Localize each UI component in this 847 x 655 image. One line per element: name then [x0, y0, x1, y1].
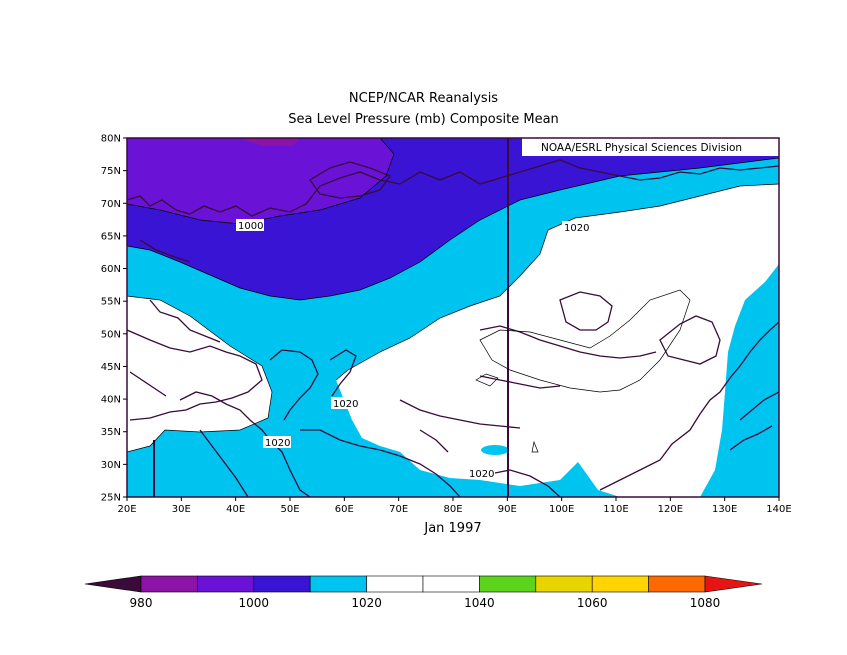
contour-label: 1020 [265, 438, 290, 449]
colorbar-label: 980 [130, 596, 153, 610]
lon-tick-label: 30E [172, 504, 191, 515]
lon-tick-label: 70E [389, 504, 408, 515]
lat-tick-label: 50N [101, 329, 121, 340]
colorbar-segment [648, 575, 706, 593]
colorbar-segment [479, 575, 537, 593]
contour-label: 1020 [564, 223, 589, 234]
low-pocket [481, 445, 509, 455]
colorbar-label: 1000 [239, 596, 270, 610]
lat-tick-label: 35N [101, 427, 121, 438]
contour-label: 1020 [333, 399, 358, 410]
lat-tick-label: 75N [101, 166, 121, 177]
colorbar-segment [197, 575, 255, 593]
lon-axis: 20E 30E 40E 50E 60E 70E 80E 90E 100E 110E 120E 130E… [117, 497, 792, 515]
contour-labels: 1000 1020 1020 1020 1020 [236, 219, 590, 480]
colorbar-segment [309, 575, 367, 593]
contour-label: 1020 [469, 469, 494, 480]
colorbar-segment [591, 575, 649, 593]
lon-tick-label: 20E [117, 504, 136, 515]
lon-tick-label: 130E [712, 504, 737, 515]
band-990-1000 [127, 138, 394, 224]
colorbar-arrow-high [704, 575, 763, 593]
coastlines [127, 159, 779, 497]
lat-tick-label: 55N [101, 297, 121, 308]
colorbar-label: 1040 [464, 596, 495, 610]
band-1020-high-west [127, 296, 272, 452]
lat-tick-label: 70N [101, 199, 121, 210]
colorbar-segment [535, 575, 593, 593]
map-subtitle: Sea Level Pressure (mb) Composite Mean [288, 112, 559, 127]
lat-tick-label: 80N [101, 134, 121, 145]
lon-tick-label: 90E [498, 504, 517, 515]
lat-tick-label: 25N [101, 493, 121, 504]
lon-tick-label: 110E [603, 504, 628, 515]
lat-axis: 80N 75N 70N 65N 60N 55N 50N 45N 40N 35N 30N 25N [101, 134, 127, 504]
lat-tick-label: 45N [101, 362, 121, 373]
colorbar-label: 1060 [577, 596, 608, 610]
colorbar-segment [253, 575, 311, 593]
lon-tick-label: 50E [280, 504, 299, 515]
band-980-990 [240, 138, 300, 146]
lon-tick-label: 60E [335, 504, 354, 515]
credit-text: NOAA/ESRL Physical Sciences Division [541, 142, 742, 154]
lon-tick-label: 40E [226, 504, 245, 515]
colorbar-label: 1080 [690, 596, 721, 610]
lat-tick-label: 65N [101, 231, 121, 242]
date-label: Jan 1997 [424, 521, 482, 536]
contour-label: 1000 [238, 221, 263, 232]
band-1020-high-asia [336, 184, 779, 497]
map-title: NCEP/NCAR Reanalysis [348, 91, 499, 106]
lat-tick-label: 60N [101, 264, 121, 275]
contour-lines [127, 138, 779, 453]
colorbar-segment [140, 575, 198, 593]
colorbar: 980 1000 1020 1040 1060 1080 [84, 575, 763, 610]
lat-tick-label: 40N [101, 395, 121, 406]
colorbar-label: 1020 [351, 596, 382, 610]
lat-tick-label: 30N [101, 460, 121, 471]
lon-tick-label: 80E [443, 504, 462, 515]
lon-tick-label: 100E [549, 504, 574, 515]
colorbar-segment [366, 575, 424, 593]
colorbar-segment [422, 575, 480, 593]
credit-box [522, 138, 779, 156]
lon-tick-label: 120E [658, 504, 683, 515]
pressure-fields: 1000 1020 1020 1020 1020 NOAA/ESRL Physi… [127, 138, 779, 497]
lon-tick-label: 140E [766, 504, 791, 515]
colorbar-arrow-low [84, 575, 142, 593]
